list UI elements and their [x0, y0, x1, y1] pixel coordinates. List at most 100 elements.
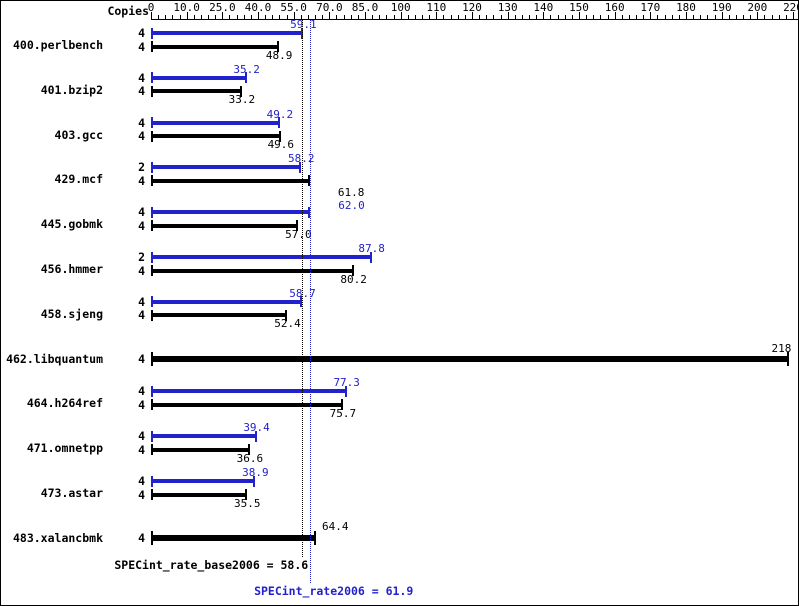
copies-value: 4: [138, 397, 145, 412]
x-axis-minor-tick: [707, 15, 709, 19]
x-axis-minor-tick: [272, 15, 274, 19]
copies-value: 4: [138, 487, 145, 502]
x-axis-major-tick: [258, 12, 259, 19]
x-axis-minor-tick: [443, 15, 445, 19]
x-axis-tick-label: 220: [783, 1, 798, 14]
x-axis-tick-label: 190: [711, 1, 732, 14]
x-axis-major-tick: [400, 12, 402, 19]
copies-value: 4: [138, 205, 145, 220]
bar-single: [151, 534, 317, 541]
bar-end-cap: [254, 430, 257, 442]
bar-value-label: 35.5: [234, 496, 261, 510]
x-axis-minor-tick: [671, 15, 673, 19]
copies-value: 4: [138, 474, 145, 488]
bar-start-cap: [151, 117, 153, 129]
benchmark-label: 400.perlbench: [12, 38, 103, 52]
bar-value-label: 39.4: [243, 421, 270, 435]
reference-line-base: [302, 20, 303, 557]
x-axis-minor-tick: [450, 15, 452, 19]
x-axis-minor-tick: [286, 15, 288, 19]
bar-base: [151, 178, 310, 183]
bar-single: [151, 355, 790, 362]
bar-base: [151, 268, 354, 273]
bar-start-cap: [151, 444, 153, 456]
x-axis-minor-tick: [236, 15, 238, 19]
x-axis-minor-tick: [557, 15, 559, 19]
x-axis-minor-tick: [414, 15, 416, 19]
x-axis-minor-tick: [208, 15, 210, 19]
bar-end-cap: [307, 175, 310, 187]
bar-start-cap: [151, 72, 153, 84]
bar-end-cap: [351, 265, 354, 276]
x-axis-major-tick: [793, 12, 794, 19]
bar-start-cap: [151, 385, 153, 397]
benchmark-label: 473.astar: [40, 486, 103, 500]
x-axis-tick-label: 0: [147, 1, 155, 14]
x-axis-major-tick: [293, 12, 295, 19]
benchmark-label: 458.sjeng: [40, 306, 103, 321]
copies-value: 4: [138, 218, 145, 233]
x-axis-minor-tick: [322, 15, 324, 19]
x-axis-minor-tick: [593, 15, 595, 19]
x-axis-minor-tick: [479, 15, 481, 19]
bar-end-cap: [285, 309, 288, 321]
x-axis-tick-label: 25.0: [209, 1, 236, 14]
x-axis-minor-tick: [179, 15, 181, 19]
x-axis-minor-tick: [778, 15, 780, 19]
x-axis-minor-tick: [550, 15, 552, 19]
copies-value: 4: [138, 84, 145, 99]
bar-value-label: 57.0: [285, 227, 312, 241]
bar-start-cap: [151, 489, 153, 500]
x-axis-minor-tick: [693, 15, 695, 19]
x-axis-minor-tick: [250, 15, 252, 19]
bar-start-cap: [151, 309, 153, 321]
x-axis-minor-tick: [764, 15, 766, 19]
x-axis-minor-tick: [714, 15, 716, 19]
copies-value: 4: [138, 129, 145, 144]
bar-peak: [151, 479, 256, 483]
x-axis-minor-tick: [407, 15, 409, 19]
x-axis-minor-tick: [636, 15, 638, 19]
bar-start-cap: [151, 296, 153, 308]
bar-start-cap: [151, 175, 153, 187]
x-axis-minor-tick: [643, 15, 645, 19]
x-axis-major-tick: [151, 12, 152, 19]
benchmark-label: 429.mcf: [54, 172, 103, 187]
x-axis-tick-label: 55.0: [280, 1, 307, 14]
bar-value-label: 33.2: [228, 93, 256, 107]
bar-base: [151, 223, 299, 228]
x-axis-major-tick: [579, 12, 580, 19]
bar-peak: [151, 299, 303, 304]
bar-end-cap: [314, 530, 317, 545]
x-axis-minor-tick: [735, 15, 737, 19]
bar-end-cap: [253, 475, 256, 487]
x-axis-minor-tick: [350, 15, 352, 19]
bar-end-cap: [239, 85, 242, 97]
bar-peak: [151, 389, 347, 394]
x-axis-minor-tick: [657, 15, 659, 19]
bar-value-label: 218: [771, 341, 792, 355]
bar-base: [151, 492, 248, 497]
copies-value: 4: [138, 351, 145, 366]
x-axis-minor-tick: [243, 15, 245, 19]
bar-end-cap: [277, 41, 280, 52]
copies-value: 4: [138, 384, 145, 399]
x-axis-minor-tick: [586, 15, 588, 19]
x-axis-minor-tick: [279, 15, 281, 19]
x-axis-minor-tick: [158, 15, 160, 19]
copies-value: 4: [138, 39, 145, 54]
x-axis-major-tick: [543, 12, 545, 19]
copies-value: 4: [138, 26, 145, 40]
bar-value-label: 62.0: [338, 199, 365, 213]
bar-value-label: 49.2: [266, 107, 294, 121]
x-axis-minor-tick: [628, 15, 630, 19]
bar-end-cap: [300, 296, 303, 308]
x-axis-minor-tick: [728, 15, 730, 19]
x-axis-minor-tick: [315, 15, 317, 19]
x-axis-tick-label: 10.0: [173, 1, 200, 14]
x-axis-major-tick: [614, 12, 616, 19]
x-axis-major-tick: [507, 12, 509, 19]
x-axis-minor-tick: [521, 15, 523, 19]
bar-value-label: 58.2: [288, 152, 315, 166]
x-axis-minor-tick: [600, 15, 602, 19]
